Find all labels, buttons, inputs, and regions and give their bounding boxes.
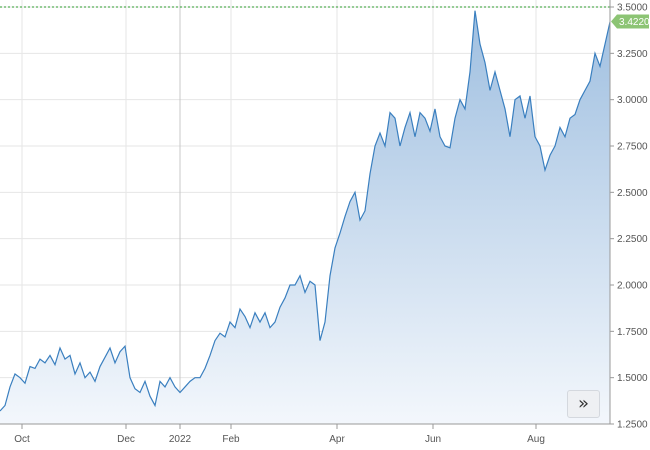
y-tick-label: 2.7500 <box>617 142 648 153</box>
y-tick-label: 3.0000 <box>617 95 648 106</box>
y-tick-label: 2.0000 <box>617 281 648 292</box>
last-price-badge: 3.4220 <box>611 14 650 29</box>
last-price-badge-shape <box>611 14 649 29</box>
y-tick-label: 1.2500 <box>617 420 648 431</box>
area-fill <box>0 10 610 425</box>
y-tick-label: 2.5000 <box>617 188 648 199</box>
double-chevron-right-icon: » <box>577 393 589 414</box>
last-price-label: 3.4220 <box>619 17 650 28</box>
series-line <box>0 10 611 412</box>
x-axis: Oct Dec 2022 Feb Apr Jun Aug <box>0 423 610 445</box>
x-tick-label: Apr <box>329 434 345 445</box>
y-axis: 3.5000 3.2500 3.0000 2.7500 2.5000 2.2500 2.00… <box>609 0 648 431</box>
y-tick-label: 1.5000 <box>617 373 648 384</box>
y-tick-label: 3.5000 <box>617 3 648 14</box>
scroll-right-button[interactable]: » <box>567 390 600 418</box>
x-tick-label: Aug <box>527 434 545 445</box>
x-tick-label: Feb <box>222 434 240 445</box>
y-tick-label: 3.2500 <box>617 49 648 60</box>
x-tick-label: Jun <box>425 434 441 445</box>
y-tick-label: 1.7500 <box>617 327 648 338</box>
x-tick-label: Oct <box>14 434 30 445</box>
y-tick-label: 2.2500 <box>617 234 648 245</box>
x-tick-label: Dec <box>117 434 135 445</box>
x-tick-label: 2022 <box>169 434 192 445</box>
